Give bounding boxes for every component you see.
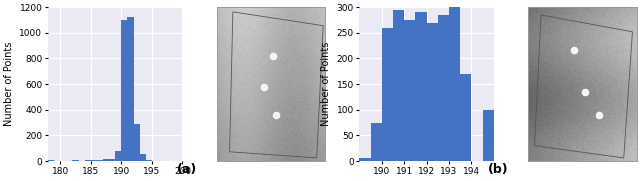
Text: (b): (b) — [488, 163, 508, 176]
Bar — [97, 160, 103, 161]
Bar — [371, 123, 382, 161]
Point — [579, 90, 589, 93]
Bar — [127, 18, 134, 161]
Bar — [404, 20, 415, 161]
Bar — [393, 10, 404, 161]
Point — [593, 113, 604, 116]
Point — [271, 113, 282, 116]
Bar — [427, 23, 438, 161]
Bar — [460, 74, 472, 161]
Bar — [449, 0, 460, 161]
Point — [268, 55, 278, 58]
Bar — [91, 160, 97, 161]
Bar — [48, 160, 54, 161]
Bar — [103, 159, 109, 161]
Text: (a): (a) — [177, 163, 197, 176]
Bar — [140, 154, 146, 161]
Y-axis label: Number of Points: Number of Points — [4, 42, 14, 126]
Bar — [146, 160, 152, 161]
Bar — [115, 151, 122, 161]
Bar — [360, 158, 371, 161]
Bar — [109, 159, 115, 161]
Bar — [415, 12, 427, 161]
Bar — [84, 160, 91, 161]
Point — [259, 86, 269, 89]
Point — [568, 49, 579, 52]
Bar — [382, 28, 393, 161]
Bar — [134, 124, 140, 161]
Bar — [438, 15, 449, 161]
Y-axis label: Number of Points: Number of Points — [321, 42, 331, 126]
Bar — [122, 20, 127, 161]
Bar — [483, 110, 494, 161]
